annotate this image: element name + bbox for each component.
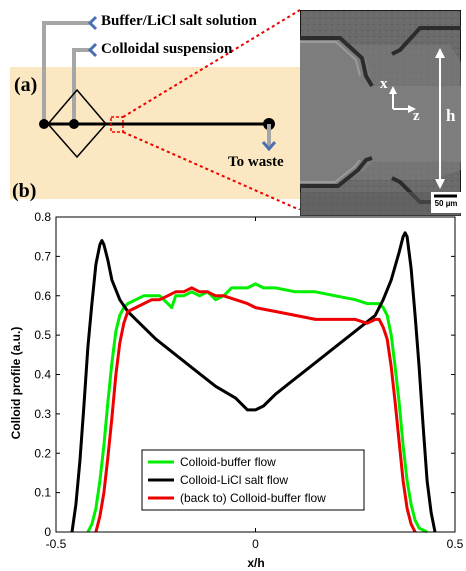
lower-wall-edge (300, 156, 373, 188)
legend-box (141, 449, 365, 511)
buffer-inlet-tube (42, 21, 92, 124)
x-tick-label: -0.5 (46, 537, 67, 551)
x-tick-label: 0 (252, 537, 259, 551)
y-tick-label: 0.8 (34, 210, 51, 224)
axis-x-label: x (380, 76, 388, 92)
y-tick-label: 0.5 (34, 328, 51, 342)
x-axis-label: x/h (247, 556, 264, 570)
junction-diamond (47, 88, 107, 159)
scalebar-label: 50 µm (434, 199, 458, 208)
schematic-background (10, 67, 300, 199)
waste-arrow-icon (261, 141, 277, 152)
chart-legend: Colloid-buffer flow Colloid-LiCl salt flo… (141, 449, 365, 511)
colloid-inlet-label: Colloidal suspension (101, 41, 233, 57)
legend-label-1: Colloid-buffer flow (180, 455, 276, 469)
zoom-line-bottom (122, 131, 300, 210)
colloid-arrow-icon (87, 42, 98, 58)
upper-wall-edge-right (391, 26, 461, 56)
buffer-inlet-label: Buffer/LiCl salt solution (101, 13, 257, 29)
y-tick-label: 0.2 (34, 446, 51, 460)
y-axis-label: Colloid profile (a.u.) (9, 327, 23, 440)
series-line-2 (70, 231, 437, 533)
series-line-3 (94, 286, 417, 533)
panel-a-label: (a) (14, 74, 38, 96)
buffer-inlet-port (39, 119, 49, 129)
series-line-1 (86, 282, 428, 534)
y-tick-label: 0.4 (34, 368, 51, 382)
zoom-region-box (110, 116, 124, 133)
y-tick-label: 0.3 (34, 407, 51, 421)
channel-micrograph (300, 10, 461, 216)
schematic-drawing (39, 9, 300, 210)
panel-b-label: (b) (12, 180, 37, 202)
colloid-inlet-port (69, 119, 79, 129)
waste-outlet-label: To waste (228, 154, 284, 170)
colloid-profile-chart: 00.10.20.30.40.50.60.70.8-0.5 0 0.5 x/h Co… (9, 210, 464, 570)
upper-wall-edge (300, 36, 374, 88)
zoom-line-top (122, 9, 300, 118)
y-tick-label: 0.6 (34, 289, 51, 303)
colloid-inlet-tube (72, 48, 92, 124)
axis-z-label: z (413, 108, 420, 124)
buffer-arrow-icon (87, 15, 98, 31)
y-tick-label: 0.1 (34, 486, 51, 500)
height-label: h (446, 106, 456, 125)
x-tick-label: 0.5 (447, 537, 464, 551)
legend-label-3: (back to) Colloid-buffer flow (180, 491, 326, 505)
legend-label-2: Colloid-LiCl salt flow (180, 473, 288, 487)
y-tick-label: 0.7 (34, 249, 51, 263)
y-tick-label: 0 (44, 525, 51, 539)
